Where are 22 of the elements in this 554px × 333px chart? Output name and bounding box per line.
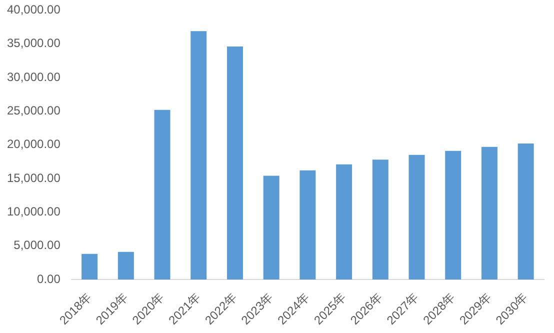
bar: [226, 46, 243, 280]
bar: [481, 146, 498, 280]
y-tick-label: 10,000.00: [6, 204, 61, 218]
y-tick-label: 25,000.00: [6, 103, 61, 118]
y-tick-label: 20,000.00: [6, 137, 61, 152]
bar: [372, 160, 388, 280]
bar: [408, 154, 425, 280]
bar: [263, 176, 280, 280]
bar: [445, 150, 462, 280]
y-tick-label: 30,000.00: [6, 70, 61, 84]
y-tick-label: 5,000.00: [14, 238, 61, 252]
y-tick-label: 0.00: [37, 272, 61, 286]
bar: [336, 164, 352, 280]
bar: [300, 170, 316, 280]
y-tick-label: 15,000.00: [6, 170, 61, 185]
bar: [82, 254, 98, 280]
bar: [154, 110, 170, 280]
y-tick-label: 35,000.00: [6, 36, 61, 50]
bar: [118, 252, 134, 280]
y-tick-label: 40,000.00: [6, 2, 61, 17]
bar: [190, 31, 207, 280]
bar: [518, 143, 534, 280]
